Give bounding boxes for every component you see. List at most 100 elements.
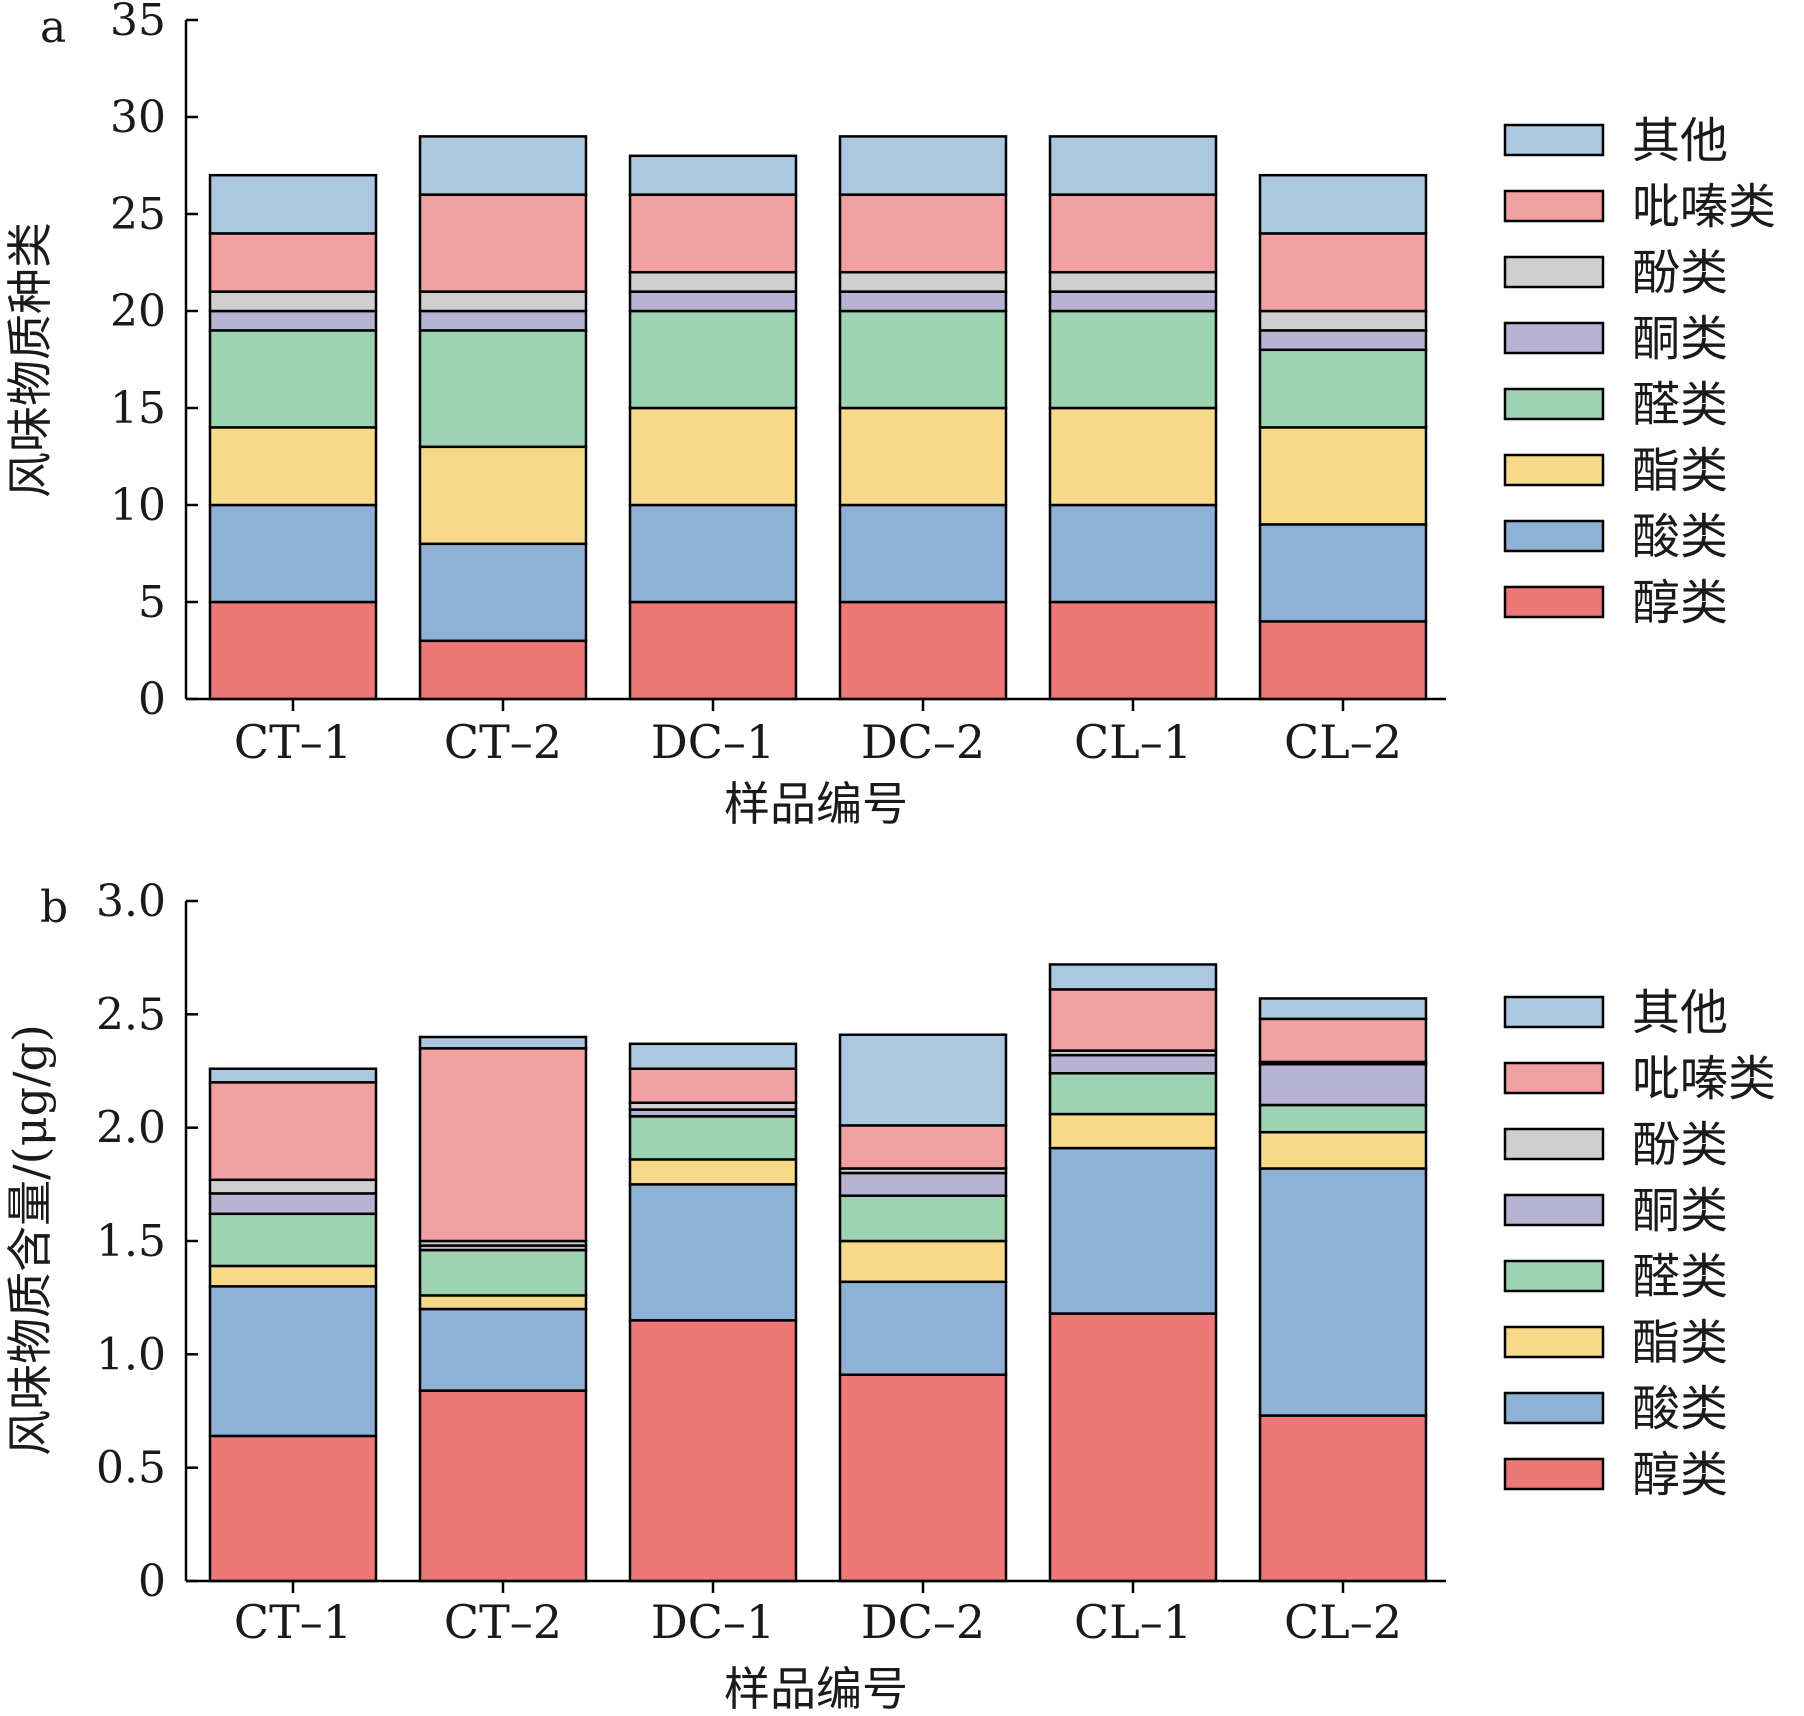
bar-segment-1-3 [838,1280,1008,1376]
bar-segment-5-2 [628,270,798,293]
bar-segment-7-2 [628,154,798,196]
bar-segment-4-0 [208,309,378,332]
bar-segment-7-2 [628,1042,798,1070]
bar-segment-7-1 [418,1035,588,1050]
bar-segment-3-0 [208,329,378,429]
bar-segment-2-5 [1258,1130,1428,1170]
legend-swatch [1503,1391,1605,1425]
x-tick-label: DC–1 [651,715,775,769]
bar-segment-4-3 [838,1171,1008,1197]
y-tick-label: 2.5 [96,989,166,1040]
x-tick-label: CL–2 [1284,1595,1402,1649]
legend-label: 醇类 [1632,1447,1728,1503]
legend-swatch [1503,1325,1605,1359]
x-tick-label: CT–2 [444,1595,562,1649]
bar-segment-2-2 [628,406,798,507]
bar-segment-7-0 [208,173,378,235]
bar-stack-5 [1258,997,1428,1583]
bar-segment-2-3 [838,1239,1008,1284]
y-tick-label: 35 [110,0,166,46]
bar-segment-3-4 [1048,1072,1218,1116]
bar-segment-0-5 [1258,620,1428,701]
bar-segment-2-1 [418,1294,588,1311]
bar-segment-0-5 [1258,1414,1428,1583]
bar-segment-3-3 [838,1194,1008,1243]
bar-segment-1-3 [838,503,1008,604]
bar-segment-0-4 [1048,600,1218,701]
bar-segment-3-5 [1258,1103,1428,1134]
bar-segment-2-0 [208,1264,378,1288]
bar-segment-5-3 [838,270,1008,293]
bar-segment-6-2 [628,193,798,274]
y-tick-label: 25 [110,189,166,240]
legend-label: 吡嗪类 [1632,1051,1776,1107]
x-tick-label: CT–2 [444,715,562,769]
legend-label: 其他 [1632,113,1728,169]
legend-swatch [1503,387,1605,421]
bar-segment-5-1 [418,290,588,313]
y-tick-label: 5 [138,577,166,628]
bar-segment-5-4 [1048,270,1218,293]
bar-segment-4-5 [1258,329,1428,352]
bar-segment-0-1 [418,1389,588,1583]
bar-segment-7-0 [208,1067,378,1084]
panel-letter: a [40,2,66,53]
y-tick-label: 20 [110,286,166,337]
bar-segment-2-2 [628,1158,798,1186]
bar-segment-2-3 [838,406,1008,507]
bar-segment-6-3 [838,1124,1008,1170]
x-tick-label: DC–2 [861,715,985,769]
bar-segment-2-1 [418,445,588,546]
bar-stack-2 [628,154,798,701]
bar-segment-4-4 [1048,1053,1218,1075]
bar-segment-3-2 [628,309,798,410]
bar-segment-4-5 [1258,1062,1428,1107]
y-tick-label: 15 [110,383,166,434]
x-tick-label: CT–1 [234,1595,352,1649]
legend-label: 醛类 [1632,1249,1728,1305]
y-axis-label: 风味物质含量/(μg/g) [3,1024,57,1456]
bar-stack-3 [838,135,1008,701]
legend-label: 吡嗪类 [1632,179,1776,235]
legend-label: 酸类 [1632,1381,1728,1437]
x-tick-label: CL–1 [1074,715,1192,769]
x-tick-label: CL–2 [1284,715,1402,769]
bar-segment-7-3 [838,1033,1008,1127]
bar-segment-4-1 [418,309,588,332]
bar-segment-1-2 [628,1183,798,1322]
legend-swatch [1503,123,1605,157]
bar-segment-0-2 [628,600,798,701]
bar-segment-3-5 [1258,348,1428,429]
bar-segment-3-0 [208,1212,378,1268]
y-tick-label: 1.0 [96,1329,166,1380]
bar-segment-1-5 [1258,1167,1428,1417]
bar-segment-5-0 [208,1178,378,1195]
legend-label: 酸类 [1632,509,1728,565]
legend-swatch [1503,453,1605,487]
bar-segment-1-4 [1048,1146,1218,1315]
bar-segment-4-2 [628,290,798,313]
bar-segment-6-1 [418,193,588,293]
x-tick-label: DC–1 [651,1595,775,1649]
bar-segment-1-1 [418,1307,588,1392]
legend-swatch [1503,1127,1605,1161]
legend-label: 醛类 [1632,377,1728,433]
x-tick-label: DC–2 [861,1595,985,1649]
legend-swatch [1503,1061,1605,1095]
bar-segment-0-1 [418,639,588,701]
bar-segment-5-0 [208,290,378,313]
bar-segment-4-3 [838,290,1008,313]
y-tick-label: 0 [138,674,166,725]
bar-stack-1 [418,1035,588,1583]
y-tick-label: 0.5 [96,1443,166,1494]
bar-segment-0-3 [838,1373,1008,1583]
panel-letter: b [40,882,68,933]
bar-segment-6-4 [1048,193,1218,274]
bar-segment-2-5 [1258,426,1428,526]
bar-segment-0-0 [208,1434,378,1583]
legend-label: 酯类 [1632,443,1728,499]
y-tick-label: 2.0 [96,1103,166,1154]
bar-segment-1-0 [208,1285,378,1438]
